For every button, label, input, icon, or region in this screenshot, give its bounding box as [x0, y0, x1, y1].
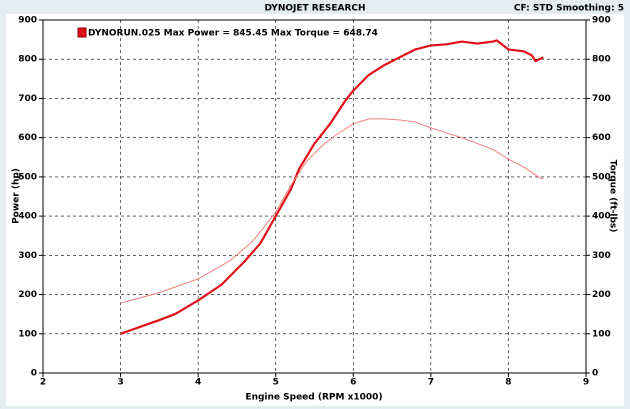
y-tick-label: 500 [18, 172, 37, 182]
data-line [120, 118, 544, 304]
y2-tick-label: 700 [592, 94, 611, 104]
y2-tick-label: 200 [592, 290, 611, 300]
x-axis-label: Engine Speed (RPM x1000) [245, 393, 382, 403]
plot-area [42, 19, 587, 374]
x-tick-label: 3 [117, 378, 123, 388]
chart-title: DYNOJET RESEARCH [264, 4, 365, 14]
y-tick-label: 600 [18, 133, 37, 143]
y-tick-label: 0 [31, 369, 37, 379]
y2-tick-label: 0 [592, 369, 598, 379]
x-tick-label: 5 [273, 378, 279, 388]
legend-text: DYNORUN.025 Max Power = 845.45 Max Torqu… [88, 29, 378, 39]
x-tick-label: 9 [583, 378, 589, 388]
y2-tick-label: 900 [592, 16, 611, 26]
x-tick-label: 4 [195, 378, 201, 388]
y-tick-label: 100 [18, 329, 37, 339]
y-tick-label: 700 [18, 94, 37, 104]
y-tick-label: 400 [18, 212, 37, 222]
x-tick-label: 2 [40, 378, 46, 388]
chart-subtitle: CF: STD Smoothing: 5 [514, 4, 624, 14]
y-axis-label: Power (hp) [12, 168, 22, 224]
data-line [120, 39, 544, 335]
x-tick-label: 7 [428, 378, 434, 388]
y2-tick-label: 500 [592, 172, 611, 182]
x-tick-label: 8 [505, 378, 511, 388]
y-tick-label: 300 [18, 251, 37, 261]
y2-tick-label: 800 [592, 55, 611, 65]
y-tick-label: 900 [18, 16, 37, 26]
x-tick-label: 6 [350, 378, 356, 388]
y2-tick-label: 600 [592, 133, 611, 143]
y-tick-label: 800 [18, 55, 37, 65]
y2-tick-label: 400 [592, 212, 611, 222]
y2-tick-label: 300 [592, 251, 611, 261]
y2-tick-label: 100 [592, 329, 611, 339]
legend-swatch [77, 27, 87, 38]
y-tick-label: 200 [18, 290, 37, 300]
y2-axis-label: Torque (ft-lbs) [608, 160, 618, 233]
